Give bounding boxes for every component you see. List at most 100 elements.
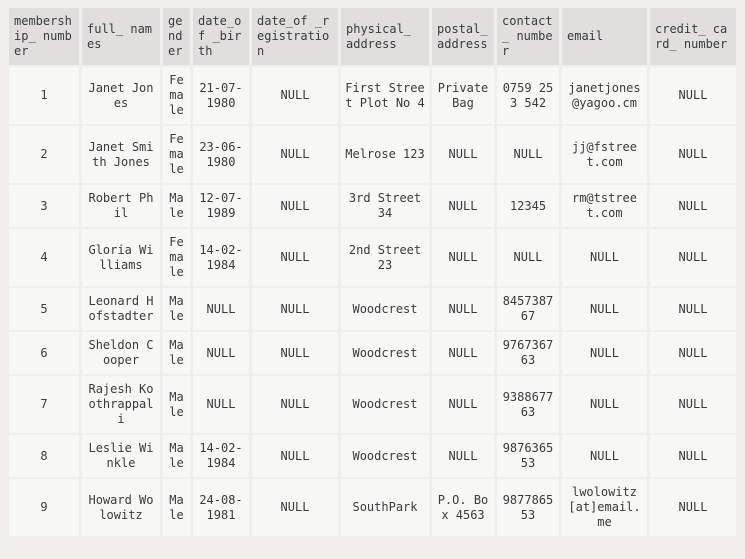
- cell-credit-card-number: NULL: [650, 479, 736, 536]
- cell-membership-number: 1: [9, 67, 79, 124]
- cell-membership-number: 4: [9, 229, 79, 286]
- cell-full-names: Janet Jones: [82, 67, 160, 124]
- cell-membership-number: 2: [9, 126, 79, 183]
- cell-physical-address: 3rd Street 34: [341, 185, 429, 227]
- cell-physical-address: Woodcrest: [341, 288, 429, 330]
- column-header-contact-number: contact _ number: [497, 8, 559, 65]
- cell-date-of-birth: NULL: [193, 288, 249, 330]
- cell-full-names: Rajesh Koothrappali: [82, 376, 160, 433]
- table-header-row: membership_ number full_ names gender date_…: [9, 8, 736, 65]
- cell-date-of-registration: NULL: [252, 229, 338, 286]
- table-row: 9 Howard Wolowitz Male 24-08-1981 NULL SouthP…: [9, 479, 736, 536]
- cell-membership-number: 3: [9, 185, 79, 227]
- cell-date-of-registration: NULL: [252, 288, 338, 330]
- cell-contact-number: 845738767: [497, 288, 559, 330]
- cell-gender: Male: [163, 288, 190, 330]
- cell-date-of-birth: NULL: [193, 376, 249, 433]
- cell-contact-number: NULL: [497, 229, 559, 286]
- column-header-physical-address: physical_ address: [341, 8, 429, 65]
- cell-date-of-registration: NULL: [252, 435, 338, 477]
- cell-postal-address: NULL: [432, 288, 494, 330]
- cell-gender: Male: [163, 332, 190, 374]
- cell-contact-number: 987636553: [497, 435, 559, 477]
- cell-membership-number: 7: [9, 376, 79, 433]
- cell-gender: Male: [163, 376, 190, 433]
- table-row: 6 Sheldon Cooper Male NULL NULL Woodcrest NULL…: [9, 332, 736, 374]
- cell-date-of-registration: NULL: [252, 376, 338, 433]
- cell-gender: Male: [163, 435, 190, 477]
- cell-contact-number: 976736763: [497, 332, 559, 374]
- cell-email: NULL: [562, 229, 647, 286]
- column-header-date-of-registration: date_of _registration: [252, 8, 338, 65]
- cell-date-of-birth: 21-07-1980: [193, 67, 249, 124]
- cell-gender: Male: [163, 185, 190, 227]
- cell-date-of-birth: 24-08-1981: [193, 479, 249, 536]
- cell-full-names: Howard Wolowitz: [82, 479, 160, 536]
- cell-full-names: Gloria Williams: [82, 229, 160, 286]
- cell-physical-address: First Street Plot No 4: [341, 67, 429, 124]
- cell-date-of-registration: NULL: [252, 479, 338, 536]
- cell-date-of-birth: 23-06-1980: [193, 126, 249, 183]
- cell-date-of-registration: NULL: [252, 126, 338, 183]
- cell-postal-address: Private Bag: [432, 67, 494, 124]
- cell-physical-address: 2nd Street 23: [341, 229, 429, 286]
- cell-credit-card-number: NULL: [650, 288, 736, 330]
- cell-credit-card-number: NULL: [650, 332, 736, 374]
- table-row: 1 Janet Jones Female 21-07-1980 NULL First St…: [9, 67, 736, 124]
- cell-postal-address: NULL: [432, 229, 494, 286]
- cell-credit-card-number: NULL: [650, 229, 736, 286]
- cell-physical-address: Woodcrest: [341, 435, 429, 477]
- cell-postal-address: NULL: [432, 126, 494, 183]
- cell-gender: Male: [163, 479, 190, 536]
- cell-date-of-registration: NULL: [252, 67, 338, 124]
- cell-email: NULL: [562, 332, 647, 374]
- query-results-table: membership_ number full_ names gender date_…: [6, 6, 739, 538]
- cell-contact-number: NULL: [497, 126, 559, 183]
- cell-email: NULL: [562, 288, 647, 330]
- column-header-email: email: [562, 8, 647, 65]
- cell-physical-address: Melrose 123: [341, 126, 429, 183]
- cell-membership-number: 9: [9, 479, 79, 536]
- column-header-date-of-birth: date_of _birth: [193, 8, 249, 65]
- cell-credit-card-number: NULL: [650, 126, 736, 183]
- cell-contact-number: 987786553: [497, 479, 559, 536]
- cell-gender: Female: [163, 229, 190, 286]
- cell-gender: Female: [163, 126, 190, 183]
- table-row: 2 Janet Smith Jones Female 23-06-1980 NULL Me…: [9, 126, 736, 183]
- cell-membership-number: 5: [9, 288, 79, 330]
- cell-date-of-birth: 12-07-1989: [193, 185, 249, 227]
- cell-email: NULL: [562, 376, 647, 433]
- cell-physical-address: Woodcrest: [341, 376, 429, 433]
- table-row: 7 Rajesh Koothrappali Male NULL NULL Woodcres…: [9, 376, 736, 433]
- cell-date-of-birth: NULL: [193, 332, 249, 374]
- cell-gender: Female: [163, 67, 190, 124]
- table-row: 3 Robert Phil Male 12-07-1989 NULL 3rd Street…: [9, 185, 736, 227]
- cell-date-of-registration: NULL: [252, 332, 338, 374]
- cell-email[interactable]: janetjones@yagoo.cm: [562, 67, 647, 124]
- table-row: 8 Leslie Winkle Male 14-02-1984 NULL Woodcres…: [9, 435, 736, 477]
- cell-full-names: Leslie Winkle: [82, 435, 160, 477]
- cell-date-of-birth: 14-02-1984: [193, 435, 249, 477]
- cell-full-names: Sheldon Cooper: [82, 332, 160, 374]
- cell-credit-card-number: NULL: [650, 185, 736, 227]
- cell-email[interactable]: jj@fstreet.com: [562, 126, 647, 183]
- cell-postal-address: NULL: [432, 185, 494, 227]
- cell-postal-address: NULL: [432, 332, 494, 374]
- cell-full-names: Janet Smith Jones: [82, 126, 160, 183]
- cell-membership-number: 8: [9, 435, 79, 477]
- column-header-postal-address: postal_ address: [432, 8, 494, 65]
- cell-date-of-registration: NULL: [252, 185, 338, 227]
- cell-email[interactable]: rm@tstreet.com: [562, 185, 647, 227]
- cell-contact-number: 12345: [497, 185, 559, 227]
- cell-physical-address: Woodcrest: [341, 332, 429, 374]
- cell-full-names: Leonard Hofstadter: [82, 288, 160, 330]
- cell-email: NULL: [562, 435, 647, 477]
- cell-postal-address: P.O. Box 4563: [432, 479, 494, 536]
- cell-full-names: Robert Phil: [82, 185, 160, 227]
- cell-contact-number: 0759 253 542: [497, 67, 559, 124]
- cell-email: lwolowitz[at]email.me: [562, 479, 647, 536]
- cell-postal-address: NULL: [432, 376, 494, 433]
- cell-contact-number: 938867763: [497, 376, 559, 433]
- cell-postal-address: NULL: [432, 435, 494, 477]
